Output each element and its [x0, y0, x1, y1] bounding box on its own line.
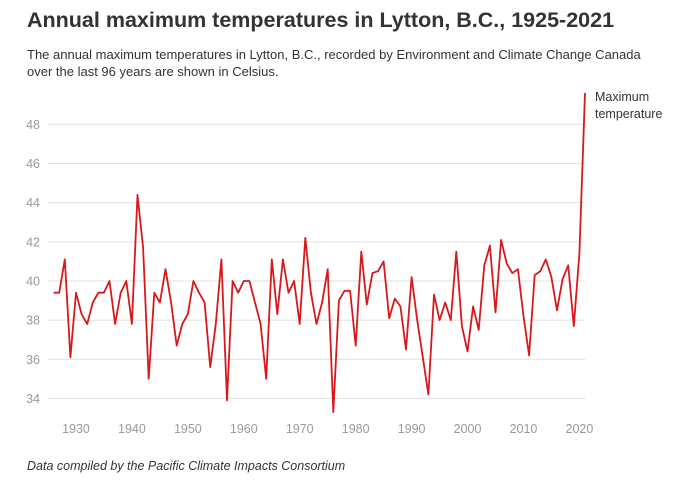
y-tick-label: 46 — [26, 157, 40, 171]
x-tick-label: 1950 — [174, 422, 202, 436]
gridlines — [48, 123, 585, 399]
chart-title: Annual maximum temperatures in Lytton, B… — [27, 8, 615, 32]
series-label: Maximum temperature — [595, 90, 662, 121]
y-axis: 34 36 38 40 42 44 46 48 — [26, 118, 40, 406]
series-line — [53, 92, 586, 414]
y-tick-label: 44 — [26, 196, 40, 210]
y-tick-label: 36 — [26, 353, 40, 367]
y-tick-label: 48 — [26, 118, 40, 132]
x-tick-label: 1990 — [398, 422, 426, 436]
y-tick-label: 34 — [26, 392, 40, 406]
source-note: Data compiled by the Pacific Climate Imp… — [27, 459, 346, 473]
x-tick-label: 1960 — [230, 422, 258, 436]
chart-subtitle: The annual maximum temperatures in Lytto… — [27, 47, 641, 79]
x-tick-label: 1930 — [62, 422, 90, 436]
x-tick-label: 1940 — [118, 422, 146, 436]
x-tick-label: 2020 — [566, 422, 594, 436]
y-tick-label: 40 — [26, 274, 40, 288]
y-tick-label: 38 — [26, 314, 40, 328]
x-tick-label: 1980 — [342, 422, 370, 436]
x-tick-label: 2010 — [510, 422, 538, 436]
y-tick-label: 42 — [26, 235, 40, 249]
x-tick-label: 1970 — [286, 422, 314, 436]
series-layer: Maximum temperature — [53, 90, 662, 414]
x-axis: 1930 1940 1950 1960 1970 1980 1990 2000 2010 2020 — [62, 422, 593, 436]
x-tick-label: 2000 — [454, 422, 482, 436]
